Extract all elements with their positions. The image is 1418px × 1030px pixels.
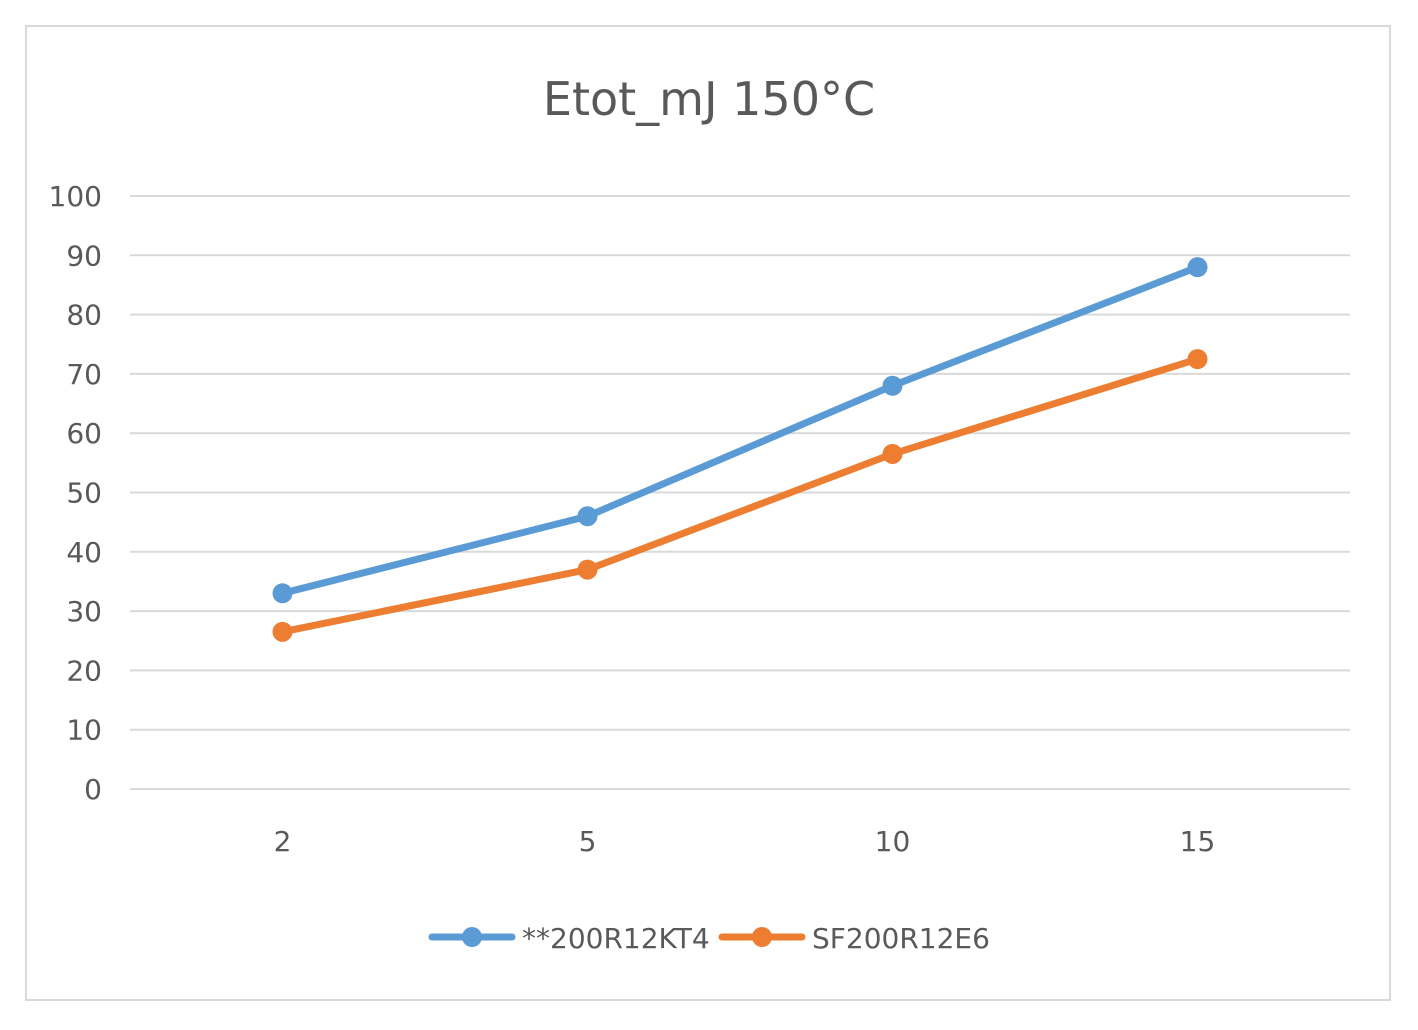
series-line — [279, 263, 1201, 597]
y-tick-label: 30 — [66, 595, 102, 628]
data-point — [577, 506, 598, 527]
data-point — [1187, 349, 1208, 370]
data-point — [577, 559, 598, 580]
y-tick-label: 70 — [66, 358, 102, 391]
y-tick-label: 40 — [66, 536, 102, 569]
y-axis-ticks: 0 10 20 30 40 50 60 70 80 90 100 — [49, 180, 102, 806]
y-tick-label: 100 — [49, 180, 102, 213]
y-tick-label: 20 — [66, 654, 102, 687]
data-point — [1187, 257, 1208, 278]
chart-frame — [25, 25, 1391, 1001]
y-tick-label: 90 — [66, 239, 102, 272]
x-tick-label: 10 — [875, 825, 911, 858]
y-tick-label: 80 — [66, 299, 102, 332]
gridlines — [130, 195, 1350, 790]
y-tick-label: 0 — [84, 773, 102, 806]
series-line — [279, 355, 1201, 636]
y-tick-label: 50 — [66, 477, 102, 510]
legend-marker — [462, 927, 482, 947]
legend-label: SF200R12E6 — [812, 922, 990, 955]
x-tick-label: 15 — [1180, 825, 1216, 858]
data-point — [272, 621, 293, 642]
chart-title: Etot_mJ 150°C — [543, 72, 875, 126]
legend-label: **200R12KT4 — [522, 922, 710, 955]
legend: **200R12KT4 SF200R12E6 — [428, 922, 990, 955]
data-point — [882, 443, 903, 464]
y-tick-label: 10 — [66, 714, 102, 747]
data-point — [882, 375, 903, 396]
x-tick-label: 5 — [579, 825, 597, 858]
x-tick-label: 2 — [274, 825, 292, 858]
y-tick-label: 60 — [66, 417, 102, 450]
data-point — [272, 583, 293, 604]
x-axis-ticks: 2 5 10 15 — [274, 825, 1216, 858]
series — [272, 257, 1208, 642]
legend-marker — [752, 927, 772, 947]
